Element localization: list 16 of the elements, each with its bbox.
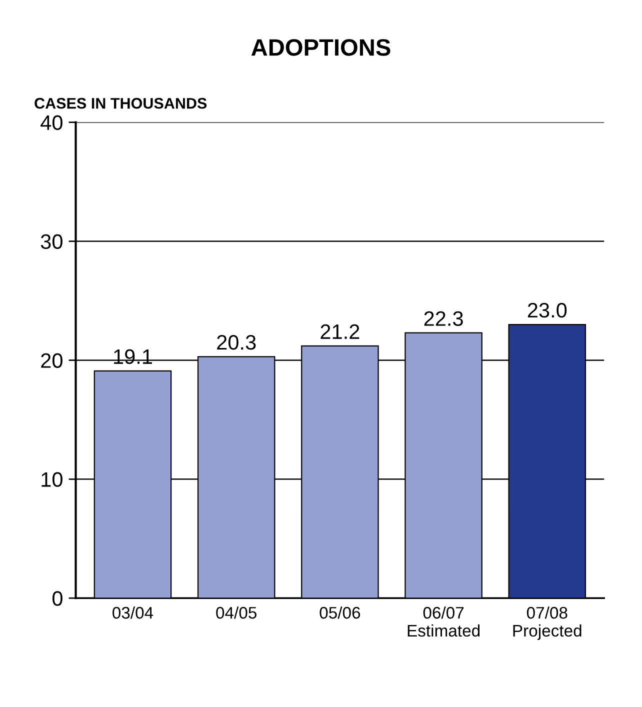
data-label: 20.3 bbox=[217, 335, 256, 350]
y-tick-label: 10 bbox=[42, 472, 62, 487]
y-axis-title: CASES IN THOUSANDS bbox=[34, 98, 207, 109]
y-tick-label: 20 bbox=[41, 353, 62, 368]
x-tick-label: 07/08 Projected bbox=[513, 606, 582, 640]
x-tick-label: 03/04 bbox=[112, 606, 154, 619]
x-tick-label: 05/06 bbox=[320, 606, 360, 619]
data-label: 22.3 bbox=[424, 311, 463, 326]
y-tick-label: 40 bbox=[40, 115, 62, 130]
data-label: 21.2 bbox=[320, 324, 360, 339]
y-tick-label: 30 bbox=[40, 234, 62, 250]
y-tick-label: 0 bbox=[52, 591, 62, 606]
x-tick-label: 04/05 bbox=[216, 606, 256, 619]
x-tick-label: 06/07 Estimated bbox=[408, 606, 480, 637]
data-label: 23.0 bbox=[528, 302, 567, 318]
chart-title: ADOPTIONS bbox=[251, 39, 390, 56]
